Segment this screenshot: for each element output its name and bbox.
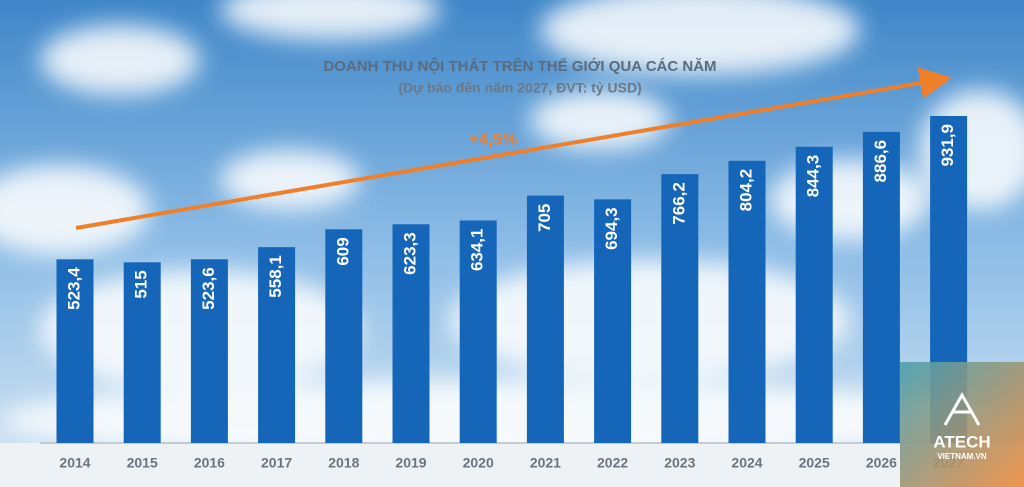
- value-label: 558,1: [266, 255, 285, 298]
- x-tick-label: 2014: [59, 455, 90, 471]
- bar: [123, 262, 161, 443]
- logo: ATECH VIETNAM.VN: [900, 362, 1024, 487]
- x-tick-label: 2026: [866, 455, 897, 471]
- value-label: 623,3: [400, 232, 419, 275]
- bar: [459, 220, 497, 443]
- bar: [392, 224, 430, 443]
- x-tick-label: 2021: [530, 455, 561, 471]
- x-tick-label: 2016: [194, 455, 225, 471]
- value-label: 705: [535, 204, 554, 232]
- x-tick-label: 2023: [664, 455, 695, 471]
- x-tick-label: 2020: [463, 455, 494, 471]
- chart-subtitle: (Dự báo đến năm 2027, ĐVT: tỷ USD): [398, 80, 642, 96]
- value-label: 694,3: [602, 207, 621, 250]
- x-tick-label: 2019: [395, 455, 426, 471]
- logo-box: [900, 362, 1024, 487]
- value-label: 766,2: [669, 182, 688, 225]
- bar: [190, 259, 228, 443]
- x-tick-label: 2022: [597, 455, 628, 471]
- logo-icon: [943, 391, 981, 426]
- value-label: 931,9: [938, 124, 957, 167]
- logo-name: ATECH: [933, 432, 990, 451]
- footer-band: [0, 443, 1024, 487]
- value-label: 523,4: [64, 267, 83, 310]
- x-tick-label: 2024: [731, 455, 762, 471]
- x-tick-label: 2018: [328, 455, 359, 471]
- x-tick-label: 2017: [261, 455, 292, 471]
- value-label: 886,6: [871, 140, 890, 183]
- growth-annotation: +4,5%: [469, 129, 518, 148]
- value-label: 515: [132, 270, 151, 298]
- bar: [258, 247, 296, 443]
- value-label: 634,1: [468, 228, 487, 271]
- bar: [56, 259, 94, 443]
- value-label: 523,6: [199, 267, 218, 310]
- bar: [728, 160, 766, 443]
- x-tick-label: 2015: [127, 455, 158, 471]
- value-label: 844,3: [804, 155, 823, 198]
- logo-site: VIETNAM.VN: [937, 452, 987, 461]
- bar: [325, 229, 363, 443]
- x-tick-label: 2025: [799, 455, 830, 471]
- value-label: 804,2: [736, 169, 755, 212]
- trend-arrow: [75, 67, 952, 230]
- bar: [594, 199, 632, 443]
- bar: [795, 146, 833, 443]
- bar: [862, 131, 900, 444]
- bar: [661, 174, 699, 443]
- chart-title: DOANH THU NỘI THẤT TRÊN THẾ GIỚI QUA CÁC…: [323, 57, 716, 75]
- value-label: 609: [333, 237, 352, 265]
- bar: [526, 195, 564, 443]
